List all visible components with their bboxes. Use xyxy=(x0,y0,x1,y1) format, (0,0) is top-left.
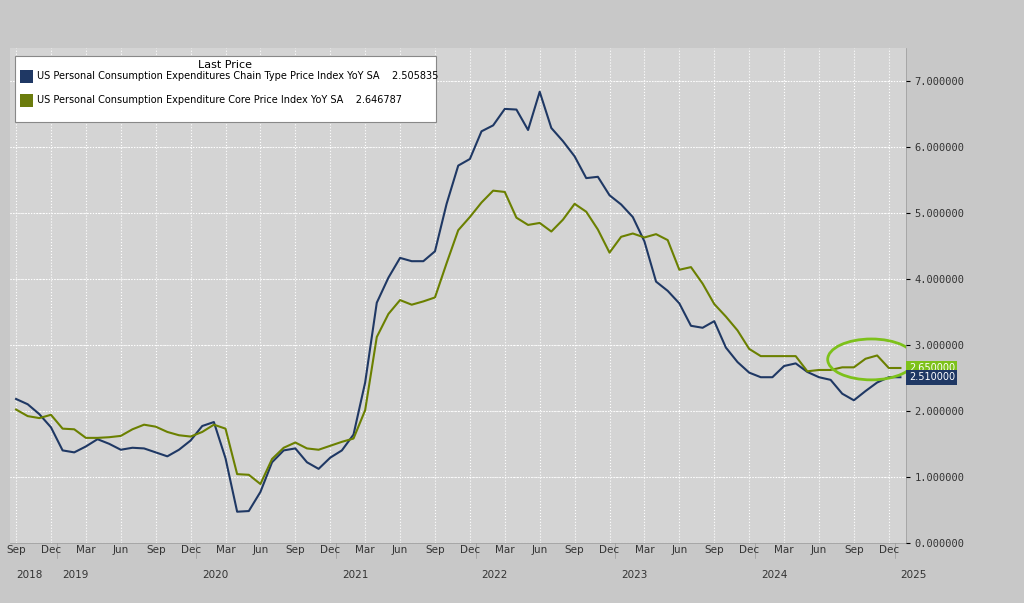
Text: 2025: 2025 xyxy=(900,570,927,581)
Text: 2022: 2022 xyxy=(481,570,508,581)
Text: 2021: 2021 xyxy=(342,570,369,581)
Text: 2.510000: 2.510000 xyxy=(908,372,955,382)
Text: 2018: 2018 xyxy=(16,570,42,581)
Text: 2019: 2019 xyxy=(62,570,89,581)
Text: 2.650000: 2.650000 xyxy=(908,363,955,373)
FancyBboxPatch shape xyxy=(20,93,33,107)
Text: US Personal Consumption Expenditures Chain Type Price Index YoY SA    2.505835: US Personal Consumption Expenditures Cha… xyxy=(37,71,438,81)
Text: Last Price: Last Price xyxy=(199,60,252,69)
Text: 2023: 2023 xyxy=(622,570,647,581)
Text: US Personal Consumption Expenditure Core Price Index YoY SA    2.646787: US Personal Consumption Expenditure Core… xyxy=(37,95,402,105)
Text: 2020: 2020 xyxy=(203,570,228,581)
FancyBboxPatch shape xyxy=(20,70,33,83)
Text: 2024: 2024 xyxy=(761,570,787,581)
FancyBboxPatch shape xyxy=(14,55,436,122)
